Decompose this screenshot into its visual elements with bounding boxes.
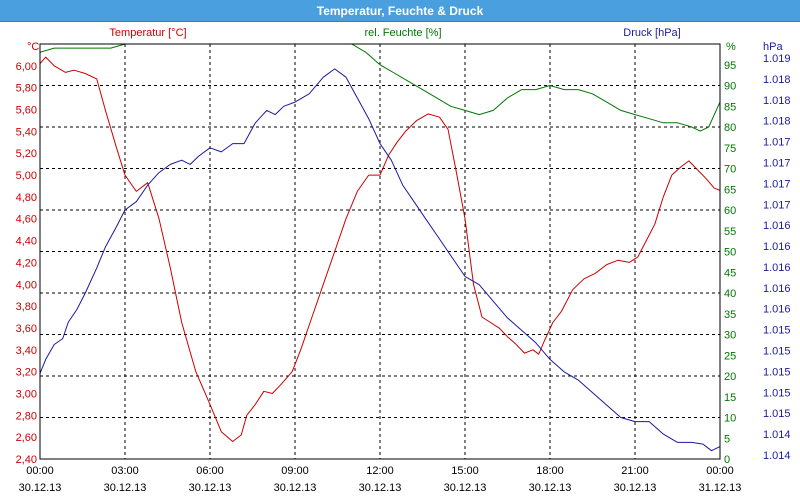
grid: [40, 44, 720, 459]
humidity-unit-label: %: [726, 41, 736, 53]
humidity-tick-label: 10: [724, 413, 736, 425]
temperature-tick-label: 4,40: [16, 236, 37, 248]
series-line-humidity: [40, 44, 720, 132]
temperature-tick-label: 4,80: [16, 192, 37, 204]
pressure-tick-label: 1.018: [763, 74, 791, 86]
temperature-tick-label: 5,40: [16, 126, 37, 138]
axis-labels: 00:00 30.12.13 03:00 30.12.13 06:00 30.12.13 0…: [16, 53, 791, 494]
humidity-tick-label: 45: [724, 267, 736, 279]
humidity-tick-label: 75: [724, 143, 736, 155]
humidity-tick-label: 5: [724, 433, 730, 445]
humidity-tick-label: 70: [724, 164, 736, 176]
pressure-tick-label: 1.015: [763, 387, 791, 399]
humidity-tick-label: 35: [724, 309, 736, 321]
humidity-tick-label: 80: [724, 122, 736, 134]
x-tick-label-date: 30.12.13: [359, 482, 402, 494]
humidity-tick-label: 40: [724, 288, 736, 300]
window-title: Temperatur, Feuchte & Druck: [316, 4, 484, 18]
line-chart: 00:00 30.12.13 03:00 30.12.13 06:00 30.12.13 0…: [16, 27, 791, 494]
pressure-tick-label: 1.016: [763, 304, 791, 316]
pressure-unit-label: hPa: [763, 41, 783, 53]
temperature-tick-label: 2,40: [16, 454, 37, 466]
pressure-tick-label: 1.019: [763, 53, 791, 65]
humidity-tick-label: 50: [724, 247, 736, 259]
humidity-tick-label: 60: [724, 205, 736, 217]
x-tick-label-date: 30.12.13: [189, 482, 232, 494]
temperature-tick-label: 4,20: [16, 257, 37, 269]
pressure-tick-label: 1.016: [763, 283, 791, 295]
humidity-tick-label: 90: [724, 81, 736, 93]
x-tick-label-date: 31.12.13: [699, 482, 742, 494]
temperature-tick-label: 5,80: [16, 83, 37, 95]
temperature-tick-label: 2,60: [16, 432, 37, 444]
temperature-axis-title: Temperatur [°C]: [109, 27, 186, 39]
pressure-tick-label: 1.017: [763, 178, 791, 190]
temperature-tick-label: 5,60: [16, 105, 37, 117]
pressure-tick-label: 1.017: [763, 157, 791, 169]
x-tick-label-date: 30.12.13: [104, 482, 147, 494]
temperature-tick-label: 3,20: [16, 367, 37, 379]
temperature-unit-label: °C: [27, 41, 39, 53]
temperature-tick-label: 3,40: [16, 345, 37, 357]
humidity-tick-label: 65: [724, 184, 736, 196]
humidity-tick-label: 20: [724, 371, 736, 383]
window-titlebar: Temperatur, Feuchte & Druck: [0, 0, 800, 22]
series-line-pressure: [40, 68, 720, 452]
pressure-tick-label: 1.014: [763, 429, 791, 441]
x-tick-label-date: 30.12.13: [444, 482, 487, 494]
humidity-tick-label: 30: [724, 330, 736, 342]
pressure-tick-label: 1.015: [763, 366, 791, 378]
pressure-tick-label: 1.016: [763, 262, 791, 274]
series-layer: [40, 44, 720, 452]
pressure-tick-label: 1.015: [763, 346, 791, 358]
x-tick-label-time: 18:00: [536, 465, 564, 477]
pressure-tick-label: 1.017: [763, 199, 791, 211]
pressure-axis-title: Druck [hPa]: [623, 27, 680, 39]
temperature-tick-label: 5,00: [16, 170, 37, 182]
x-tick-label-date: 30.12.13: [614, 482, 657, 494]
x-tick-label-time: 00:00: [706, 465, 734, 477]
humidity-axis-title: rel. Feuchte [%]: [364, 27, 441, 39]
x-tick-label-date: 30.12.13: [274, 482, 317, 494]
pressure-tick-label: 1.015: [763, 325, 791, 337]
temperature-tick-label: 3,80: [16, 301, 37, 313]
temperature-tick-label: 3,60: [16, 323, 37, 335]
x-tick-label-date: 30.12.13: [19, 482, 62, 494]
temperature-tick-label: 2,80: [16, 410, 37, 422]
pressure-tick-label: 1.016: [763, 241, 791, 253]
humidity-tick-label: 85: [724, 101, 736, 113]
x-tick-label-time: 09:00: [281, 465, 309, 477]
pressure-tick-label: 1.016: [763, 220, 791, 232]
series-line-temperature: [40, 56, 720, 442]
pressure-tick-label: 1.014: [763, 450, 791, 462]
pressure-tick-label: 1.018: [763, 116, 791, 128]
humidity-tick-label: 0: [724, 454, 730, 466]
x-tick-label-time: 03:00: [111, 465, 139, 477]
x-tick-label-time: 15:00: [451, 465, 479, 477]
pressure-tick-label: 1.015: [763, 408, 791, 420]
humidity-tick-label: 15: [724, 392, 736, 404]
plot-border: [39, 43, 721, 460]
humidity-tick-label: 95: [724, 60, 736, 72]
x-tick-label-date: 30.12.13: [529, 482, 572, 494]
temperature-tick-label: 5,20: [16, 148, 37, 160]
temperature-tick-label: 4,00: [16, 279, 37, 291]
x-tick-label-time: 00:00: [26, 465, 54, 477]
pressure-tick-label: 1.017: [763, 137, 791, 149]
temperature-tick-label: 6,00: [16, 61, 37, 73]
temperature-tick-label: 3,00: [16, 388, 37, 400]
x-tick-label-time: 06:00: [196, 465, 224, 477]
x-tick-label-time: 12:00: [366, 465, 394, 477]
humidity-tick-label: 25: [724, 350, 736, 362]
temperature-tick-label: 4,60: [16, 214, 37, 226]
pressure-tick-label: 1.018: [763, 95, 791, 107]
humidity-tick-label: 55: [724, 226, 736, 238]
x-tick-label-time: 21:00: [621, 465, 649, 477]
